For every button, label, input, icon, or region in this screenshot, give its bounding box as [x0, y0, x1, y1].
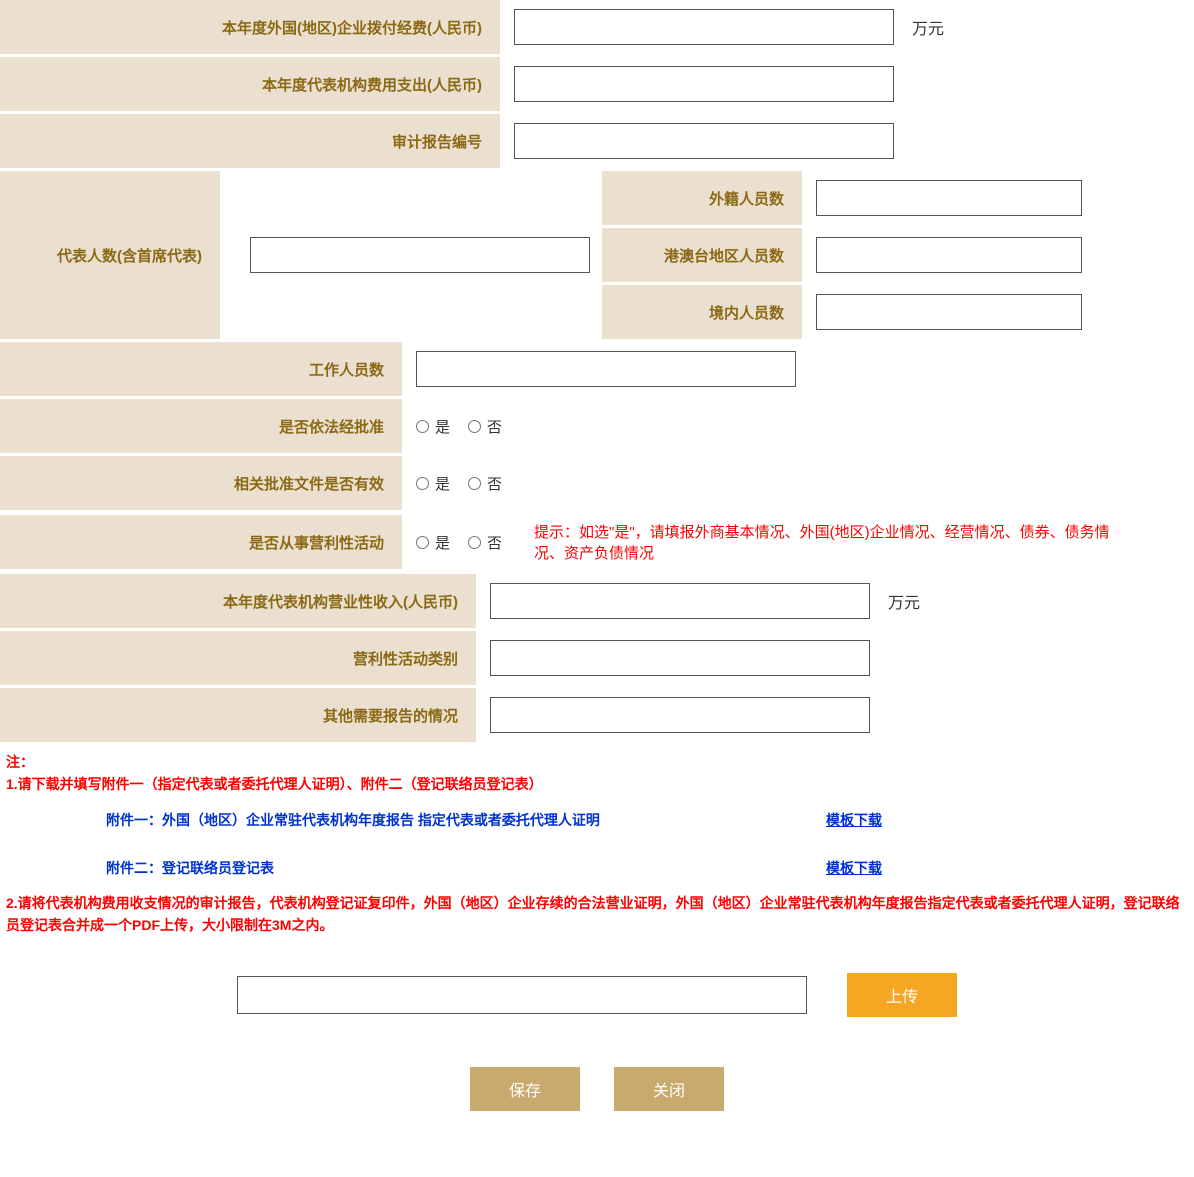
legally-approved-label: 是否依法经批准 [0, 399, 402, 453]
legally-approved-no-radio[interactable] [468, 420, 481, 433]
profit-activity-hint: 提示：如选"是"，请填报外商基本情况、外国(地区)企业情况、经营情况、债券、债务… [534, 521, 1134, 563]
upload-path-input[interactable] [237, 976, 807, 1014]
legally-approved-yes-label: 是 [435, 416, 450, 437]
profit-activity-label: 是否从事营利性活动 [0, 515, 402, 569]
attachment1-label: 附件一：外国（地区）企业常驻代表机构年度报告 指定代表或者委托代理人证明 [106, 810, 826, 830]
save-button[interactable]: 保存 [470, 1067, 580, 1111]
activity-category-label: 营利性活动类别 [0, 631, 476, 685]
attachment1-download-link[interactable]: 模板下载 [826, 810, 882, 830]
docs-valid-yes-radio[interactable] [416, 477, 429, 490]
foreign-staff-input[interactable] [816, 180, 1082, 216]
docs-valid-yes-label: 是 [435, 473, 450, 494]
domestic-staff-label: 境内人员数 [602, 285, 802, 339]
domestic-staff-input[interactable] [816, 294, 1082, 330]
foreign-staff-label: 外籍人员数 [602, 171, 802, 225]
operating-income-input[interactable] [490, 583, 870, 619]
expenditure-input[interactable] [514, 66, 894, 102]
notes-header: 注： [6, 751, 1188, 773]
foreign-funding-label: 本年度外国(地区)企业拨付经费(人民币) [0, 0, 500, 54]
activity-category-input[interactable] [490, 640, 870, 676]
docs-valid-no-radio[interactable] [468, 477, 481, 490]
rep-count-label: 代表人数(含首席代表) [0, 171, 220, 339]
foreign-funding-unit: 万元 [912, 15, 944, 39]
upload-button[interactable]: 上传 [847, 973, 957, 1017]
notes-line2: 2.请将代表机构费用收支情况的审计报告，代表机构登记证复印件，外国（地区）企业存… [6, 892, 1188, 937]
profit-activity-yes-label: 是 [435, 532, 450, 553]
other-report-input[interactable] [490, 697, 870, 733]
workers-label: 工作人员数 [0, 342, 402, 396]
legally-approved-no-label: 否 [487, 416, 502, 437]
docs-valid-no-label: 否 [487, 473, 502, 494]
audit-no-label: 审计报告编号 [0, 114, 500, 168]
legally-approved-yes-radio[interactable] [416, 420, 429, 433]
hmt-staff-input[interactable] [816, 237, 1082, 273]
profit-activity-yes-radio[interactable] [416, 536, 429, 549]
operating-income-unit: 万元 [888, 589, 920, 613]
expenditure-label: 本年度代表机构费用支出(人民币) [0, 57, 500, 111]
docs-valid-label: 相关批准文件是否有效 [0, 456, 402, 510]
close-button[interactable]: 关闭 [614, 1067, 724, 1111]
attachment2-label: 附件二：登记联络员登记表 [106, 858, 826, 878]
rep-count-input[interactable] [250, 237, 590, 273]
profit-activity-no-radio[interactable] [468, 536, 481, 549]
hmt-staff-label: 港澳台地区人员数 [602, 228, 802, 282]
other-report-label: 其他需要报告的情况 [0, 688, 476, 742]
audit-no-input[interactable] [514, 123, 894, 159]
attachment2-download-link[interactable]: 模板下载 [826, 858, 882, 878]
workers-input[interactable] [416, 351, 796, 387]
operating-income-label: 本年度代表机构营业性收入(人民币) [0, 574, 476, 628]
foreign-funding-input[interactable] [514, 9, 894, 45]
notes-line1: 1.请下载并填写附件一（指定代表或者委托代理人证明）、附件二（登记联络员登记表） [6, 773, 1188, 795]
profit-activity-no-label: 否 [487, 532, 502, 553]
